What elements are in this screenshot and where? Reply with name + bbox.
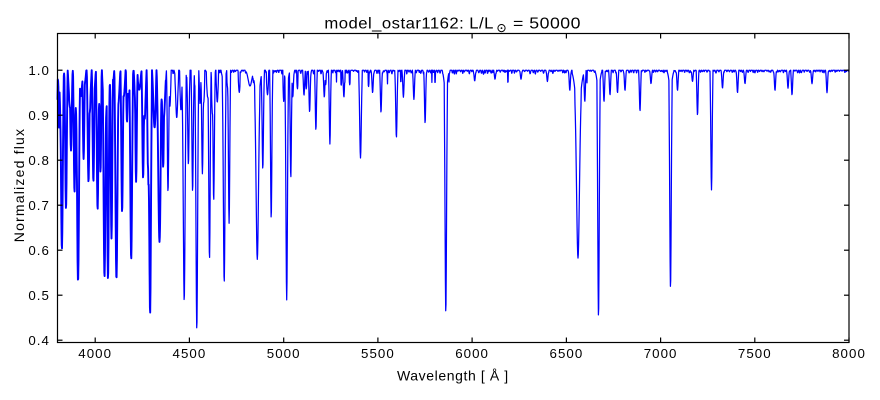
svg-text:5500: 5500	[361, 346, 395, 361]
svg-text:6500: 6500	[550, 346, 584, 361]
svg-text:8000: 8000	[832, 346, 866, 361]
svg-text:0.8: 0.8	[28, 153, 50, 168]
svg-text:0.9: 0.9	[28, 108, 50, 123]
svg-text:Wavelength [ Å ]: Wavelength [ Å ]	[397, 368, 509, 384]
svg-text:Normalized flux: Normalized flux	[11, 128, 27, 242]
svg-text:4000: 4000	[78, 346, 112, 361]
svg-text:4500: 4500	[173, 346, 207, 361]
svg-text:7000: 7000	[644, 346, 678, 361]
svg-text:7500: 7500	[738, 346, 772, 361]
svg-text:6000: 6000	[455, 346, 489, 361]
svg-text:0.7: 0.7	[28, 198, 50, 213]
svg-text:5000: 5000	[267, 346, 301, 361]
svg-text:0.5: 0.5	[28, 288, 50, 303]
svg-text:0.6: 0.6	[28, 243, 50, 258]
svg-text:= 50000: = 50000	[513, 15, 581, 32]
svg-text:1.0: 1.0	[28, 63, 50, 78]
svg-text:model_ostar1162: L/L: model_ostar1162: L/L	[324, 15, 494, 32]
svg-text:0.4: 0.4	[28, 333, 50, 348]
